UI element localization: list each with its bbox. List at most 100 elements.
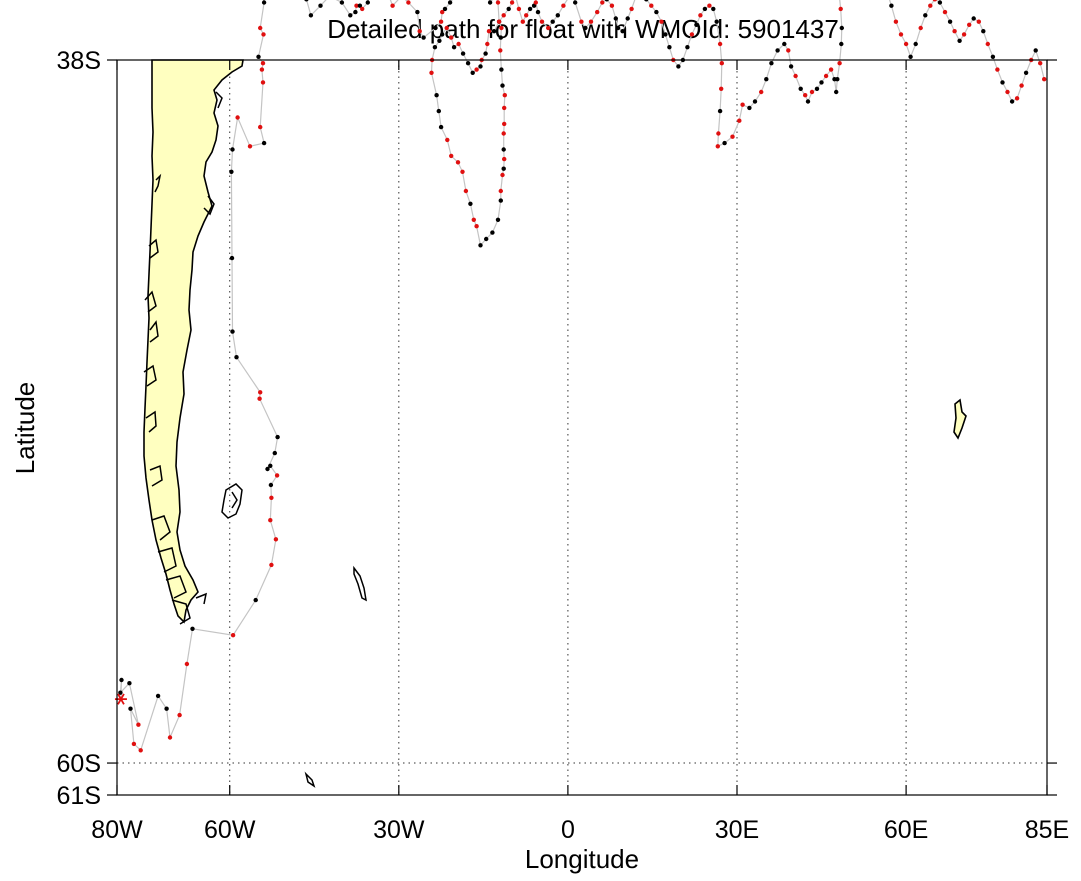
profile-point <box>588 19 594 24</box>
profile-point <box>261 32 266 37</box>
lon-tick-label: 30E <box>715 816 759 844</box>
profile-point <box>561 3 566 8</box>
profile-point <box>932 0 937 2</box>
x-axis-title: Longitude <box>525 844 639 874</box>
profile-point <box>775 48 780 53</box>
profile-point <box>717 108 723 114</box>
profile-point <box>620 29 625 34</box>
kerguelen-islands <box>953 398 967 440</box>
profile-point <box>976 19 981 24</box>
profile-point <box>449 153 454 159</box>
profile-point <box>786 48 791 53</box>
profile-point <box>442 6 448 12</box>
profile-point <box>339 0 345 5</box>
profile-point <box>421 35 426 40</box>
profile-point <box>230 147 235 152</box>
profile-point <box>834 89 839 95</box>
profile-point <box>659 19 664 24</box>
profile-point <box>654 9 659 15</box>
south-shetland-islet <box>304 771 316 788</box>
profile-point <box>502 93 507 98</box>
profile-point <box>823 73 829 79</box>
profile-point <box>164 706 169 711</box>
profile-point <box>478 64 483 69</box>
profile-point <box>714 19 719 24</box>
profile-point <box>406 0 411 5</box>
profile-point <box>805 99 811 104</box>
profile-point <box>506 6 511 12</box>
lon-tick-label: 0 <box>561 816 575 844</box>
profile-point <box>1019 83 1024 88</box>
falkland-islands <box>221 483 243 519</box>
land-layer <box>143 59 967 788</box>
profile-point <box>730 134 735 139</box>
profile-point <box>444 25 449 31</box>
profile-point <box>629 6 634 12</box>
profile-point <box>609 3 615 8</box>
profile-point <box>265 466 270 472</box>
profile-point <box>365 0 370 5</box>
profile-point <box>483 51 488 56</box>
profile-point <box>474 67 479 72</box>
profile-point <box>235 115 240 120</box>
profile-point <box>268 482 274 488</box>
profile-point <box>501 131 506 136</box>
profile-point <box>119 677 124 683</box>
profile-point <box>190 626 195 631</box>
profile-point <box>798 86 803 92</box>
profile-point <box>928 3 933 8</box>
profile-point <box>500 172 505 178</box>
east-coast-fjords <box>195 91 223 605</box>
profile-point <box>445 137 450 143</box>
profile-point <box>711 6 716 12</box>
profile-point <box>1014 96 1020 101</box>
lon-tick-label: 80W <box>91 816 143 844</box>
profile-point <box>837 61 842 66</box>
profile-point <box>432 45 438 50</box>
profile-point <box>782 41 787 47</box>
profile-point <box>268 463 273 468</box>
profile-point <box>615 25 621 31</box>
profile-point <box>809 89 815 95</box>
profile-point <box>274 473 280 478</box>
profile-point <box>415 9 420 15</box>
profile-point <box>947 19 953 24</box>
profile-point <box>455 160 461 165</box>
profile-point <box>533 0 538 5</box>
profile-point <box>451 45 457 50</box>
profile-point <box>436 108 441 114</box>
profile-point <box>230 329 235 334</box>
profile-point <box>177 712 182 718</box>
profile-point <box>769 61 774 66</box>
profile-point <box>501 166 506 171</box>
profile-point <box>579 19 584 24</box>
lon-tick-label: 60W <box>204 816 256 844</box>
profile-point <box>595 9 600 15</box>
profile-point <box>348 13 353 18</box>
profile-point <box>952 29 957 34</box>
profile-point <box>716 131 721 136</box>
profile-point <box>747 105 752 111</box>
profile-point <box>839 25 844 31</box>
profile-point <box>667 45 672 50</box>
profile-point <box>495 217 501 222</box>
lon-tick-label: 30W <box>373 816 425 844</box>
profile-point <box>722 140 727 146</box>
profile-point <box>247 144 253 149</box>
longitude-tick-labels: 80W 60W 30W 0 30E 60E 85E <box>91 816 1069 844</box>
profile-point <box>520 19 525 24</box>
profile-point <box>502 156 507 162</box>
profile-point <box>447 0 453 5</box>
profile-point <box>417 29 422 34</box>
profile-point <box>138 748 143 753</box>
profile-point <box>981 29 986 34</box>
profile-point <box>390 3 395 8</box>
profile-point <box>273 537 279 542</box>
profile-point <box>118 690 123 695</box>
profile-point <box>463 188 469 194</box>
y-axis-title: Latitude <box>10 382 40 475</box>
profile-point <box>698 13 703 18</box>
profile-point <box>1033 48 1038 53</box>
lat-tick-label: 60S <box>57 750 101 778</box>
